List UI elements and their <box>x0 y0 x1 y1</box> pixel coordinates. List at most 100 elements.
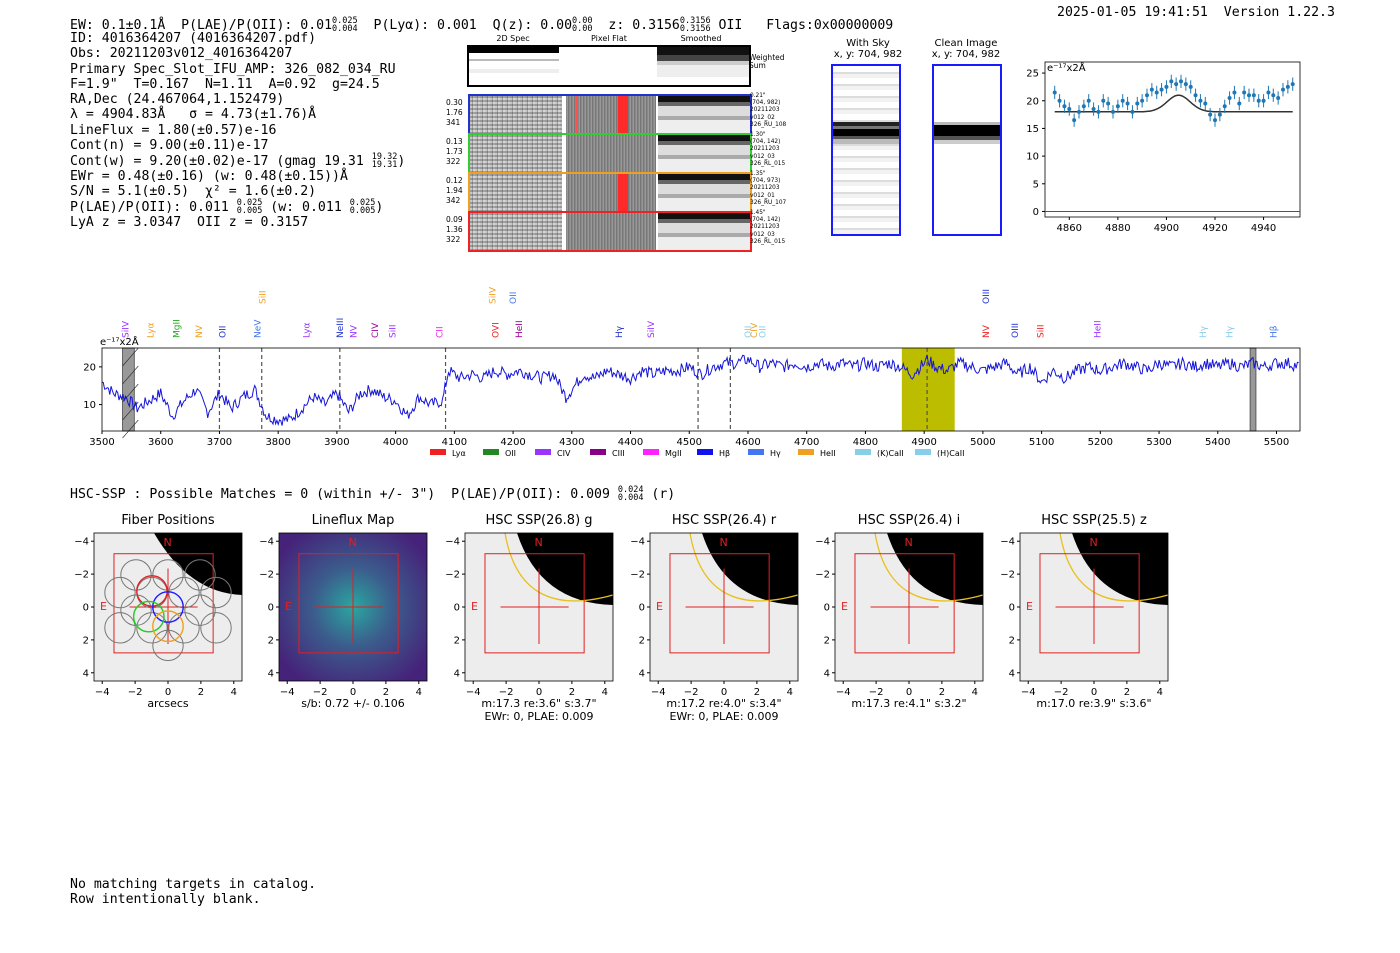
emission-line-label: Hγ <box>1199 325 1209 338</box>
fiber-circle <box>184 559 216 591</box>
spec-xtick-label: 4600 <box>735 437 760 448</box>
mask-hatch <box>122 419 139 439</box>
zoom-xtick-label: 4900 <box>1154 223 1179 232</box>
legend-label: Hβ <box>719 449 730 458</box>
header-timestamp-version: 2025-01-05 19:41:51 Version 1.22.3 <box>1057 5 1335 20</box>
zoom-data-point <box>1266 90 1271 95</box>
zoom-data-point <box>1227 95 1232 100</box>
line-fit-zoom-chart: e⁻¹⁷x2Å 4860 4880 4900 4920 4940 0 5 10 15 20 25 <box>1026 61 1301 232</box>
legend-label: (K)CaII <box>877 449 904 458</box>
spec-xtick-label: 4300 <box>559 437 584 448</box>
header-qz: Q(z): 0.00 <box>492 18 573 33</box>
aperture-box <box>669 553 770 654</box>
panel-ytick-label: −4 <box>259 537 274 548</box>
zoom-data-point <box>1067 107 1072 112</box>
emission-line-label: SiII <box>1036 324 1046 338</box>
zoom-data-point <box>1193 93 1198 98</box>
zoom-data-point <box>1159 87 1164 92</box>
panel-ytick-label: 2 <box>824 635 830 646</box>
spec-xtick-label: 3900 <box>324 437 349 448</box>
info-contw: Cont(w) = 9.20(±0.02)e-17 (gmag 19.31 19… <box>70 152 406 171</box>
panel-xtick-label: 2 <box>569 687 575 698</box>
zoom-xtick-label: 4860 <box>1057 223 1082 232</box>
info-contn: Cont(n) = 9.00(±0.11)e-17 <box>70 138 269 154</box>
spec-xtick-label: 5300 <box>1146 437 1171 448</box>
zoom-data-point <box>1242 90 1247 95</box>
zoom-data-point <box>1261 98 1266 103</box>
legend-label: MgII <box>665 449 682 458</box>
cutout-row-meta: 1.45" (704, 142) 20211203 v012_03 326_RL… <box>750 210 786 245</box>
with-sky-image <box>831 64 901 236</box>
emission-line-label: SiIV <box>121 320 131 338</box>
panel-ytick-label: 0 <box>268 603 274 614</box>
zoom-data-point <box>1188 84 1193 89</box>
spec-xtick-label: 4700 <box>794 437 819 448</box>
panel-subtitle: m:17.3 re:4.1" s:3.2" <box>851 697 967 710</box>
panel-xtick-label: −2 <box>313 687 328 698</box>
emission-line-label: MgII <box>173 319 183 338</box>
zoom-data-point <box>1247 93 1251 98</box>
panel-ytick-label: −4 <box>1000 537 1015 548</box>
cutout-row-frame <box>468 172 752 213</box>
zoom-data-point <box>1101 98 1106 103</box>
footer-line1: No matching targets in catalog. <box>70 877 317 892</box>
panel-ytick-label: 2 <box>83 635 89 646</box>
emission-line-label: Lyα <box>302 322 312 338</box>
zoom-ytick-label: 20 <box>1026 96 1039 107</box>
galaxy-ellipse <box>689 532 799 602</box>
bright-galaxy <box>702 533 798 605</box>
north-label: N <box>349 536 357 549</box>
panel-xtick-label: 4 <box>602 687 608 698</box>
panel-ytick-label: 0 <box>454 603 460 614</box>
emission-line-label: NV <box>982 324 992 338</box>
east-label: E <box>1026 600 1033 613</box>
east-label: E <box>285 600 292 613</box>
fiber-circle <box>152 559 184 591</box>
emission-line-label: NeV <box>254 319 264 338</box>
zoom-data-point <box>1091 107 1096 112</box>
weighted-sum-cutout <box>467 45 751 87</box>
emission-line-label: CIV <box>371 322 381 338</box>
panel-xtick-label: 2 <box>198 687 204 698</box>
panel-image: N E −4 4 −2 2 0 0 2 −2 4 −4 <box>74 532 243 698</box>
cutout-row-stats: 0.13 1.73 322 <box>446 137 463 166</box>
zoom-data-point <box>1086 98 1091 103</box>
zoom-data-point <box>1106 101 1111 106</box>
panel-xtick-label: 4 <box>416 687 422 698</box>
aperture-box <box>854 553 955 654</box>
panel-ytick-label: −2 <box>630 570 645 581</box>
zoom-data-point <box>1164 84 1169 89</box>
clean-image-title: Clean Image x, y: 704, 982 <box>931 38 1001 60</box>
zoom-xtick-label: 4880 <box>1105 223 1130 232</box>
zoom-data-point <box>1057 98 1062 103</box>
zoom-data-point <box>1290 82 1295 87</box>
legend-swatch <box>590 449 606 455</box>
emission-line-label: OII <box>759 326 769 338</box>
aperture-box <box>1039 553 1140 654</box>
panel-xtick-label: 0 <box>1091 687 1097 698</box>
panel-xtick-label: −4 <box>836 687 851 698</box>
bright-galaxy <box>517 533 613 605</box>
panel-ytick-label: −2 <box>445 570 460 581</box>
zoom-data-point <box>1208 112 1213 117</box>
galaxy-ellipse <box>504 532 614 602</box>
spectrum-unit-label: e⁻¹⁷x2Å <box>100 335 139 348</box>
emission-line-label: NV <box>349 324 359 338</box>
fiber-circle <box>152 629 184 662</box>
zoom-data-point <box>1285 84 1290 89</box>
emission-line-label: Hγ <box>615 325 625 338</box>
panel-xtick-label: 4 <box>1157 687 1163 698</box>
cutouts-panel: 2D Spec Pixel Flat Smoothed Weighted Sum… <box>440 32 786 257</box>
panel-ytick-label: 2 <box>454 635 460 646</box>
col-header-smoothed: Smoothed <box>680 34 722 43</box>
panel-ytick-label: 4 <box>639 668 645 679</box>
spec-xtick-label: 5500 <box>1264 437 1289 448</box>
zoom-data-point <box>1115 104 1120 109</box>
zoom-data-point <box>1154 90 1159 95</box>
zoom-frame <box>1044 61 1301 218</box>
emission-line-label: Hγ <box>1226 325 1236 338</box>
panel-xtick-label: −2 <box>1054 687 1069 698</box>
legend-label: HeII <box>820 449 836 458</box>
emission-line-label: OII <box>509 292 519 304</box>
panel-xtick-label: 0 <box>536 687 542 698</box>
